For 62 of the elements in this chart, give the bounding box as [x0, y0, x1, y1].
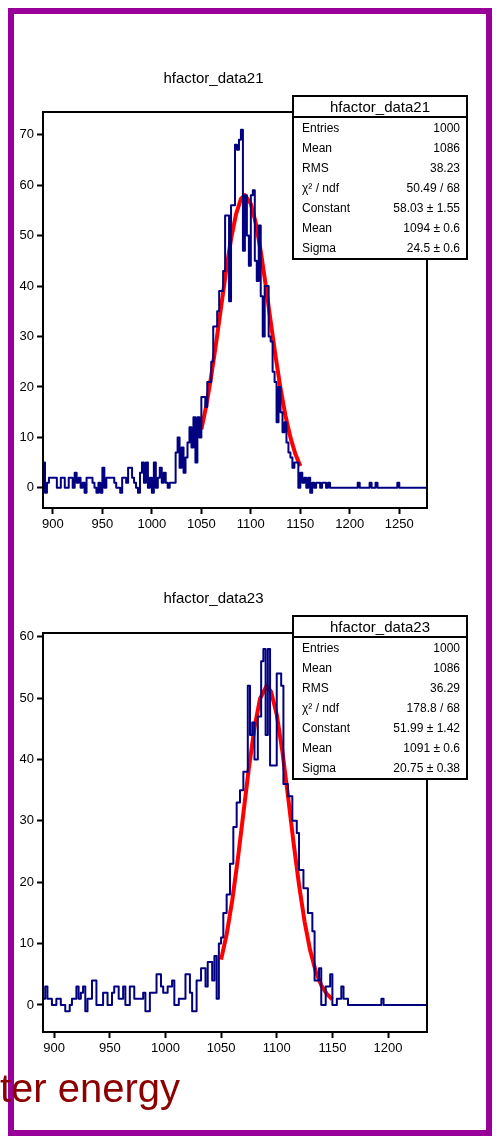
annotation: 51.99 ± 1.42: [393, 721, 460, 735]
annotation: Constant: [302, 201, 351, 215]
annotation: 20.75 ± 0.38: [393, 761, 460, 775]
text: 38.23: [429, 161, 460, 175]
y-tick-label: 10: [19, 428, 34, 444]
annotation: χ² / ndf: [302, 181, 339, 195]
x-tick-label: 1050: [206, 1040, 236, 1056]
annotation: Entries: [302, 641, 340, 655]
annotation: Entries: [302, 121, 340, 135]
x-tick-label: 1000: [137, 516, 167, 532]
y-tick-label: 20: [19, 378, 34, 394]
y-tick-label: 50: [19, 689, 34, 705]
x-tick-label: 900: [42, 516, 64, 532]
annotation: χ² / ndf: [302, 701, 339, 715]
x-tick-label: 1150: [286, 516, 315, 532]
y-tick-label: 30: [19, 328, 34, 344]
y-tick-label: 0: [26, 996, 34, 1012]
x-tick-label: 1000: [150, 1040, 180, 1056]
x-tick-label: 950: [91, 516, 114, 532]
x-tick-label: 1150: [318, 1040, 347, 1056]
annotation: 50.49 / 68: [406, 181, 460, 195]
text: 1000: [433, 121, 460, 135]
x-tick-label: 950: [98, 1040, 121, 1056]
annotation: Mean: [302, 741, 333, 755]
y-tick-label: 60: [19, 628, 34, 644]
y-tick-label: 40: [19, 751, 34, 767]
annotation: Mean: [302, 141, 333, 155]
text: 1000: [433, 641, 460, 655]
y-tick-label: 0: [26, 479, 34, 495]
y-tick-label: 40: [19, 277, 34, 293]
annotation: hfactor_data23: [294, 617, 466, 638]
y-tick-label: 10: [19, 935, 34, 951]
annotation: 1094 ± 0.6: [403, 221, 460, 235]
annotation: 178.8 / 68: [406, 701, 460, 715]
y-tick-label: 70: [19, 126, 34, 142]
annotation: Sigma: [302, 761, 337, 775]
annotation: hfactor_data21: [294, 97, 466, 118]
annotation: Mean: [302, 661, 333, 675]
x-tick-label: 1100: [236, 516, 265, 532]
y-tick-label: 50: [19, 227, 34, 243]
y-tick-label: 60: [19, 176, 34, 192]
chart-title: hfactor_data23: [163, 589, 264, 607]
annotation: Constant: [302, 721, 351, 735]
annotation: RMS: [302, 161, 329, 175]
x-tick-label: 1200: [373, 1040, 403, 1056]
x-tick-label: 900: [43, 1040, 65, 1056]
x-tick-label: 1200: [335, 516, 365, 532]
chart-title: hfactor_data21: [163, 69, 264, 87]
text: 36.29: [429, 681, 460, 695]
annotation: RMS: [302, 681, 329, 695]
y-tick-label: 20: [19, 873, 34, 889]
x-tick-label: 1100: [262, 1040, 291, 1056]
y-tick-label: 30: [19, 812, 34, 828]
text: 1086: [433, 141, 460, 155]
annotation: Sigma: [302, 241, 337, 255]
annotation: 24.5 ± 0.6: [406, 241, 460, 255]
text: 1086: [433, 661, 460, 675]
x-tick-label: 1250: [384, 516, 414, 532]
x-tick-label: 1050: [186, 516, 216, 532]
annotation: Mean: [302, 221, 333, 235]
annotation: 1091 ± 0.6: [403, 741, 460, 755]
annotation: 58.03 ± 1.55: [393, 201, 460, 215]
